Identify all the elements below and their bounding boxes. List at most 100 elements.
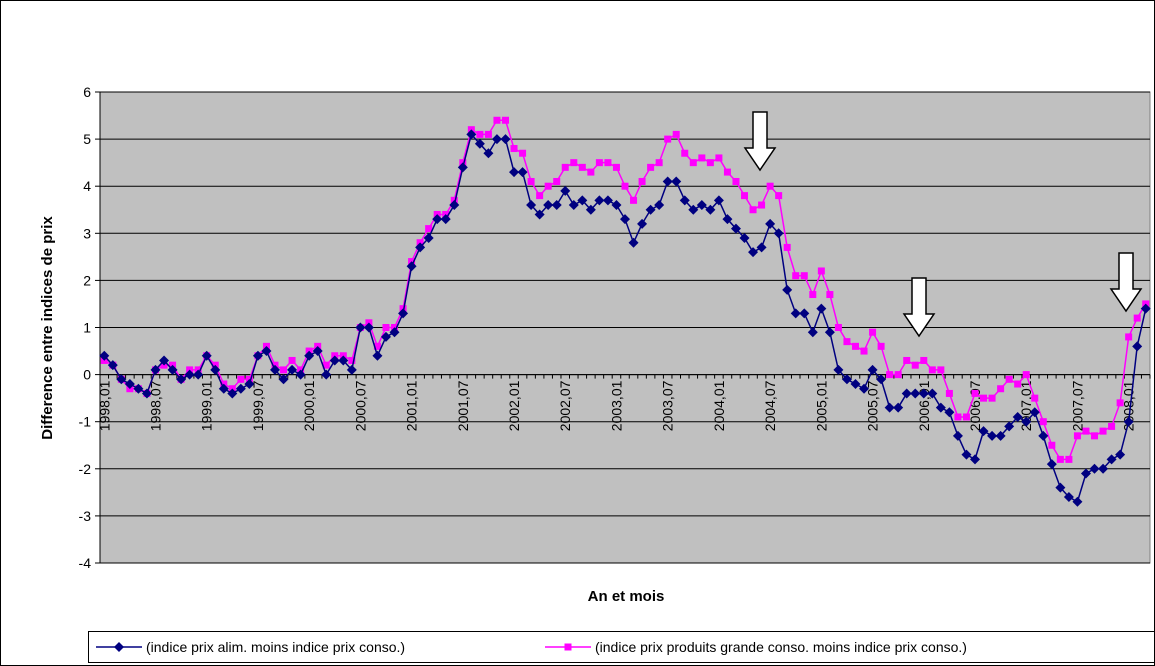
point (1108, 422, 1116, 430)
point (910, 388, 921, 399)
point (748, 247, 759, 258)
point (773, 228, 784, 239)
point (911, 361, 919, 369)
lines (99, 116, 1151, 507)
y-tick-label: 0 (83, 367, 91, 383)
point (903, 356, 911, 364)
point (638, 177, 646, 185)
point (280, 366, 288, 374)
point (278, 374, 289, 385)
point (510, 145, 518, 153)
point (501, 116, 509, 124)
x-tick-label: 2007,07 (1069, 380, 1085, 431)
point (551, 200, 562, 211)
point (655, 159, 663, 167)
point (261, 346, 272, 357)
point (698, 154, 706, 162)
point (602, 195, 613, 206)
point (1089, 463, 1100, 474)
arrows (743, 111, 1143, 338)
point (758, 201, 766, 209)
point (971, 389, 979, 397)
point (679, 195, 690, 206)
x-tick-label: 2006,01 (916, 380, 932, 431)
point (987, 430, 998, 441)
point (799, 308, 810, 319)
point (654, 200, 665, 211)
y-tick-label: 6 (83, 84, 91, 100)
point (749, 206, 757, 214)
point (1133, 314, 1141, 322)
x-tick-label: 2005,07 (865, 380, 881, 431)
arrow (902, 277, 936, 338)
point (860, 347, 868, 355)
point (432, 214, 443, 225)
point (783, 243, 791, 251)
point (824, 327, 835, 338)
point (604, 159, 612, 167)
y-tick-label: -1 (79, 414, 92, 430)
point (527, 177, 535, 185)
x-tick-label: 1998,01 (96, 380, 112, 431)
point (689, 159, 697, 167)
x-tick-label: 2000,07 (352, 380, 368, 431)
point (389, 327, 400, 338)
point (628, 237, 639, 248)
point (536, 192, 544, 200)
point (843, 338, 851, 346)
y-tick-label: -2 (79, 461, 92, 477)
point (901, 388, 912, 399)
x-tick-label: 2002,01 (506, 380, 522, 431)
point (920, 356, 928, 364)
y-tick-label: -3 (79, 508, 92, 524)
point (970, 454, 980, 465)
point (833, 364, 844, 375)
point (1116, 399, 1124, 407)
point (869, 328, 877, 336)
point (732, 177, 740, 185)
point (1099, 427, 1107, 435)
point (252, 350, 263, 361)
point (826, 291, 834, 299)
point (570, 159, 578, 167)
point (807, 327, 818, 338)
point (519, 149, 527, 157)
point (440, 214, 451, 225)
x-tick-label: 2007,01 (1018, 380, 1034, 431)
point (587, 168, 595, 176)
x-tick-label: 1999,07 (250, 380, 266, 431)
point (782, 284, 793, 295)
point (1046, 459, 1057, 470)
point (568, 200, 579, 211)
point (457, 162, 468, 173)
point (886, 371, 894, 379)
point (210, 364, 221, 375)
legend-items: (indice prix alim. moins indice prix con… (96, 639, 967, 655)
point (962, 413, 970, 421)
x-tick-label: 2003,01 (608, 380, 624, 431)
point (484, 130, 492, 138)
point (184, 369, 195, 380)
x-tick-label: 1998,07 (147, 380, 163, 431)
point (124, 379, 135, 390)
point (534, 209, 545, 220)
point (560, 185, 571, 196)
point (722, 214, 733, 225)
point (476, 130, 484, 138)
point (1080, 468, 1091, 479)
y-tick-label: 4 (83, 178, 91, 194)
point (706, 159, 714, 167)
point (107, 360, 118, 371)
point (1125, 333, 1133, 341)
point (423, 233, 434, 244)
point (647, 163, 655, 171)
point (348, 356, 356, 364)
point (935, 402, 946, 413)
point (944, 407, 955, 418)
point (850, 379, 861, 390)
point (227, 388, 238, 399)
point (1039, 418, 1047, 426)
point (884, 402, 895, 413)
point (116, 374, 127, 385)
